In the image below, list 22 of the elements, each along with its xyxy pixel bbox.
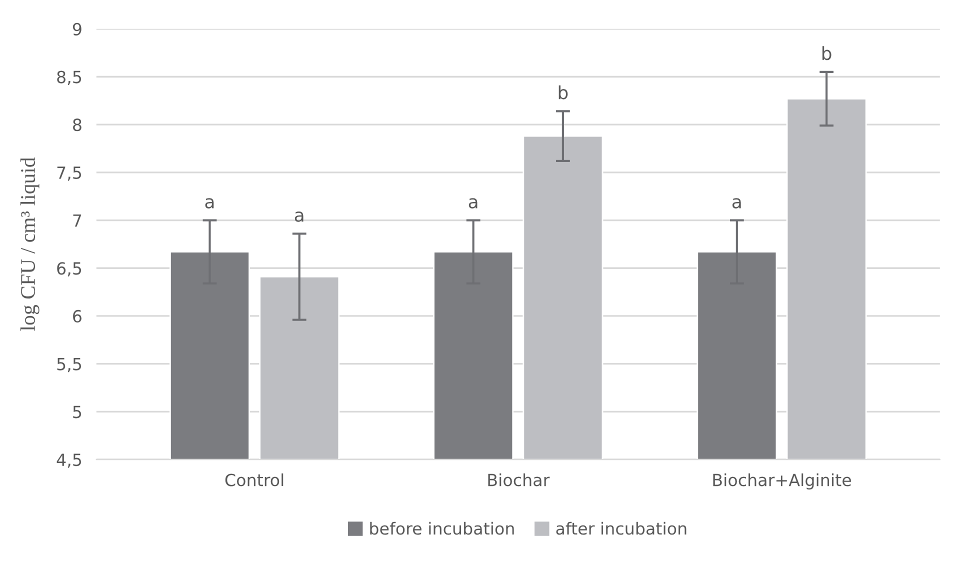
data-label: a bbox=[294, 211, 304, 222]
y-tick-label: 4,5 bbox=[56, 454, 82, 468]
data-label: a bbox=[205, 198, 214, 208]
y-tick-label: 6 bbox=[73, 310, 82, 323]
legend-label: after incubation bbox=[556, 522, 686, 535]
y-tick-label: 5 bbox=[73, 406, 82, 418]
data-label: a bbox=[468, 198, 478, 208]
y-tick-label: 6,5 bbox=[57, 262, 82, 276]
data-label: b bbox=[558, 85, 568, 100]
y-tick-label: 8 bbox=[73, 118, 82, 132]
data-label: b bbox=[822, 46, 832, 60]
y-tick-label: 8,5 bbox=[57, 70, 82, 86]
x-tick-label: Biochar+Alginite bbox=[713, 473, 851, 490]
y-tick-label: 9 bbox=[72, 22, 82, 36]
data-label: a bbox=[732, 198, 741, 208]
y-tick-label: 5,5 bbox=[57, 358, 82, 372]
legend-label: before incubation bbox=[370, 522, 514, 535]
y-tick-label: 7,5 bbox=[57, 166, 82, 181]
x-tick-label: Control bbox=[225, 473, 284, 486]
y-axis-title: log CFU / cm³ liquid bbox=[20, 157, 40, 331]
x-tick-label: Biochar bbox=[488, 473, 550, 486]
y-tick-label: 7 bbox=[73, 214, 82, 227]
